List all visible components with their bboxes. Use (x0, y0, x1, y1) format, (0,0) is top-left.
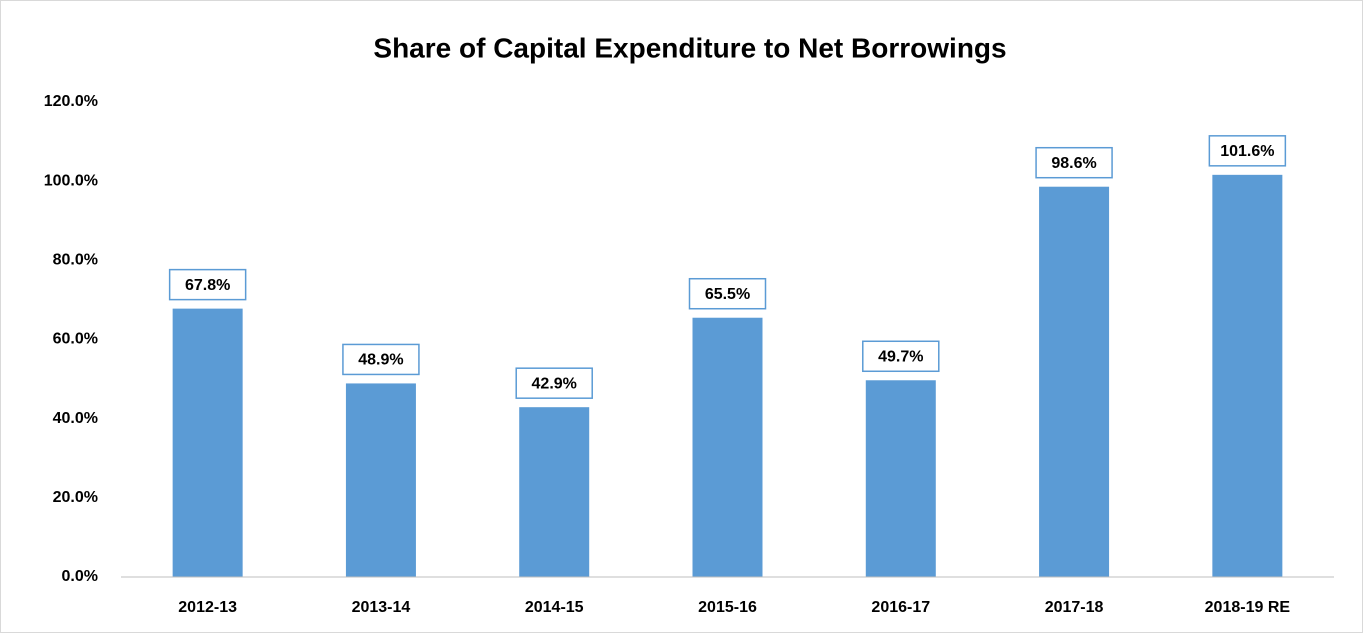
data-label-box (342, 343, 420, 376)
bar (865, 380, 936, 577)
chart-title: Share of Capital Expenditure to Net Borr… (373, 32, 1006, 63)
x-tick-label: 2015-16 (698, 599, 757, 616)
data-label: 98.6% (1051, 155, 1096, 172)
data-label-box (515, 367, 593, 399)
x-tick-label: 2012-13 (178, 599, 237, 616)
data-label-box (862, 340, 940, 373)
x-tick-label: 2013-14 (352, 599, 411, 616)
y-tick-label: 20.0% (53, 489, 98, 506)
bar (692, 317, 763, 577)
bar (1039, 186, 1110, 578)
data-label: 101.6% (1220, 143, 1274, 160)
x-tick-label: 2014-15 (525, 599, 584, 616)
data-label-box (1035, 146, 1113, 179)
data-label: 48.9% (358, 352, 403, 369)
x-tick-label: 2018-19 RE (1205, 599, 1291, 616)
y-tick-label: 100.0% (44, 172, 98, 189)
y-tick-label: 120.0% (44, 93, 98, 110)
x-tick-label: 2017-18 (1045, 599, 1104, 616)
bar (345, 383, 416, 577)
data-label: 65.5% (705, 286, 750, 303)
data-label: 49.7% (878, 348, 923, 365)
bar (1212, 174, 1283, 578)
y-tick-label: 0.0% (62, 568, 98, 585)
y-tick-label: 80.0% (53, 252, 98, 269)
data-label-box (1208, 135, 1287, 167)
data-label-box (168, 268, 247, 301)
data-label-box (688, 277, 767, 310)
bar (172, 308, 243, 577)
data-label: 67.8% (185, 277, 230, 294)
x-tick-label: 2016-17 (871, 599, 930, 616)
data-label: 42.9% (532, 375, 577, 392)
bar (519, 407, 590, 577)
y-tick-label: 40.0% (53, 410, 98, 427)
y-tick-label: 60.0% (53, 331, 98, 348)
